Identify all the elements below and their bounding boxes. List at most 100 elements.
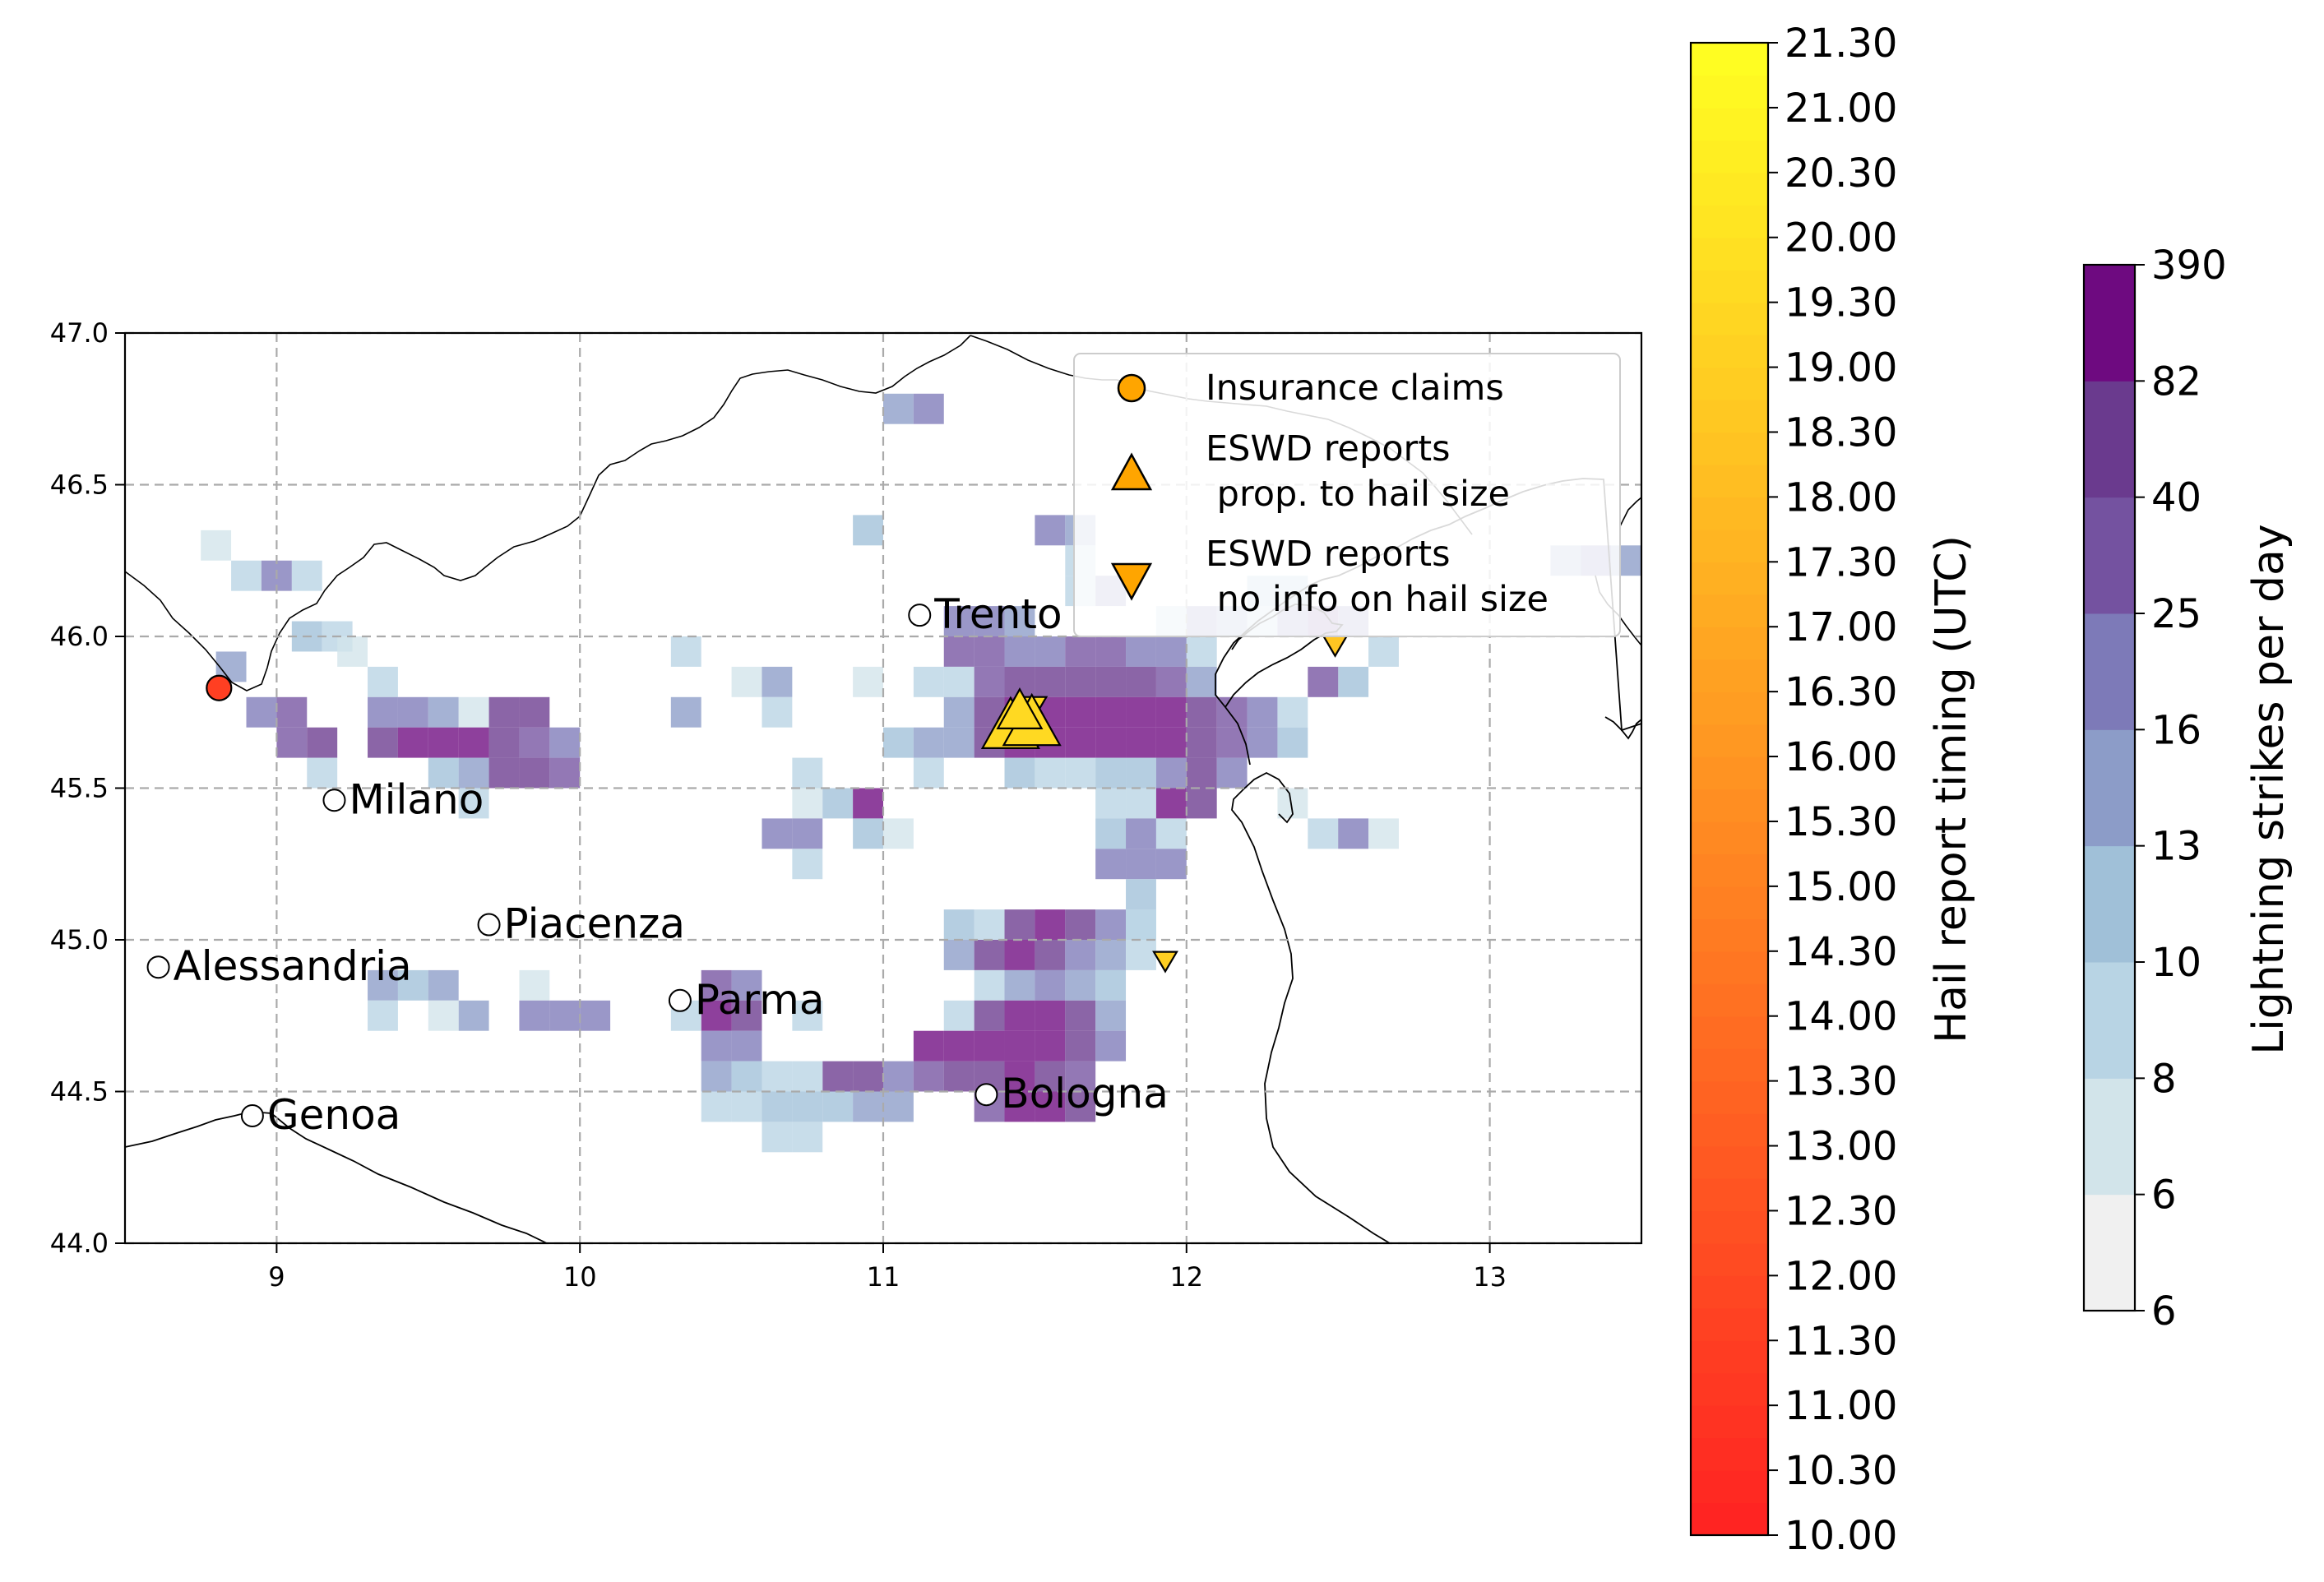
timing-tick-label: 21.00 [1785,86,1897,132]
lightning-cell [1035,1030,1066,1062]
lightning-cell [1126,788,1156,819]
lightning-cell [792,1000,823,1031]
lightning-cell [1126,666,1156,697]
lightning-cell [1004,1030,1035,1062]
x-tick-label: 12 [1169,1261,1203,1293]
lightning-cell [1095,969,1127,1001]
timing-tick-label: 10.30 [1785,1448,1897,1494]
lightning-cell [1216,757,1248,789]
lightning-colorbar-segment [2084,265,2135,382]
timing-tick-label: 15.00 [1785,864,1897,910]
lightning-cell [943,727,975,758]
timing-colorbar-segment [1691,1502,1768,1536]
lightning-colorbar-segment [2084,1194,2135,1311]
lightning-cell [276,696,308,728]
lightning-cell [458,1000,489,1031]
timing-colorbar-segment [1691,107,1768,141]
lightning-cell [1155,636,1187,667]
lightning-cell [1338,666,1369,697]
lightning-cell [1095,788,1127,819]
city-marker [146,955,170,979]
lightning-colorbar-segment [2084,497,2135,614]
lightning-cell [883,1061,914,1092]
lightning-cell [1338,818,1369,849]
timing-colorbar-segment [1691,1048,1768,1082]
timing-colorbar-segment [1691,692,1768,725]
legend-eswd-size-label-line1: ESWD reports [1206,428,1451,470]
timing-colorbar-segment [1691,1307,1768,1341]
timing-tick-label: 11.00 [1785,1383,1897,1429]
lightning-cell [458,757,489,789]
lightning-cell [1155,788,1187,819]
city-label: Genoa [267,1091,400,1139]
lightning-cell [822,1061,854,1092]
city-label: Trento [933,590,1062,638]
lightning-cell [792,757,823,789]
lightning-cell [762,1061,793,1092]
timing-tick-label: 21.30 [1785,21,1897,67]
y-tick-label: 47.0 [50,317,109,349]
lightning-cell [943,606,975,636]
timing-colorbar-segment [1691,594,1768,627]
lightning-cell [1126,909,1156,940]
lightning-tick-label: 40 [2151,475,2201,521]
lightning-cell [974,1000,1005,1031]
lightning-cell [974,1030,1005,1062]
timing-tick-label: 19.30 [1785,280,1897,326]
lightning-cell [974,940,1005,970]
lightning-cell [368,969,398,1001]
lightning-cell [701,1000,732,1031]
border-swiss-italian [125,335,971,692]
lightning-cell [1155,696,1187,728]
lightning-cell [974,969,1005,1001]
lightning-cell [1035,940,1066,970]
lightning-cell [943,940,975,970]
lightning-cell [428,696,459,728]
lightning-cell [1277,696,1308,728]
lightning-colorbar-segment [2084,962,2135,1079]
timing-colorbar-segment [1691,400,1768,433]
lightning-tick-label: 390 [2151,243,2227,289]
lightning-cell [1186,757,1217,789]
city-marker [240,1104,264,1128]
lightning-cell [1035,515,1066,546]
lightning-cell [1035,1061,1066,1092]
lightning-cell [1308,666,1339,697]
lightning-cell [1126,849,1156,880]
axis-tick-layer: 9 10 11 12 13 44.0 44.5 45.0 45.5 46.0 46.5 47.0 [50,317,1507,1293]
lightning-cell [853,515,883,546]
lightning-cell [1186,788,1217,819]
lightning-cell [1065,940,1096,970]
lightning-cell [1065,1030,1096,1062]
lightning-cell [519,969,550,1001]
timing-tick-label: 16.00 [1785,734,1897,780]
lightning-cell [853,666,883,697]
timing-colorbar-segment [1691,562,1768,595]
lightning-cell [731,1061,762,1092]
lightning-cell [1126,636,1156,667]
lightning-cell [397,969,428,1001]
timing-colorbar-segment [1691,789,1768,822]
lightning-cell [1095,818,1127,849]
lightning-tick-label: 82 [2151,358,2201,405]
lightning-cell [792,818,823,849]
city-label: Piacenza [504,900,685,948]
timing-colorbar-segment [1691,237,1768,271]
timing-colorbar-segment [1691,335,1768,368]
lightning-cell [731,1091,762,1122]
timing-tick-label: 17.30 [1785,539,1897,585]
timing-colorbar-segment [1691,140,1768,173]
lightning-cell [1126,940,1156,970]
coastline-ligurian [125,1111,548,1243]
timing-colorbar-segment [1691,367,1768,400]
legend-insurance-label: Insurance claims [1206,368,1504,409]
lightning-cell [1065,909,1096,940]
lightning-cell [762,1091,793,1122]
timing-colorbar-segment [1691,951,1768,984]
timing-tick-label: 11.30 [1785,1318,1897,1364]
lightning-tick-label: 25 [2151,591,2201,637]
lightning-cell [549,757,581,789]
lightning-cell [1155,818,1187,849]
lightning-cell [1004,969,1035,1001]
lightning-cell [307,757,338,789]
